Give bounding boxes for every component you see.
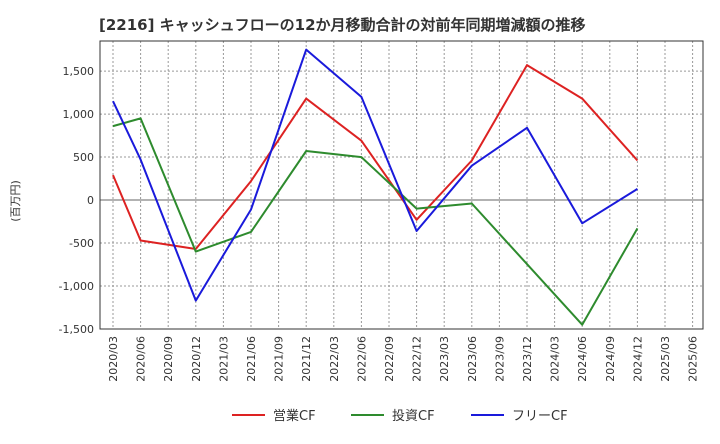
- x-tick-label: 2025/03: [659, 336, 672, 382]
- x-tick-label: 2021/03: [217, 336, 230, 382]
- plot-border: [99, 40, 704, 330]
- series-line: [112, 64, 639, 250]
- x-tick-label: 2022/06: [355, 336, 368, 382]
- y-tick-label: 0: [87, 194, 94, 207]
- chart-title: [2216] キャッシュフローの12か月移動合計の対前年同期増減額の推移: [99, 16, 586, 34]
- x-tick-label: 2024/12: [631, 336, 644, 382]
- legend-label: フリーCF: [512, 409, 568, 424]
- grid: [100, 41, 703, 330]
- x-tick-label: 2023/09: [493, 336, 506, 382]
- x-tick-label: 2023/03: [438, 336, 451, 382]
- y-tick-label: 1,000: [63, 108, 95, 121]
- x-tick-label: 2023/06: [466, 336, 479, 382]
- legend-label: 営業CF: [273, 408, 316, 424]
- plot-area: [100, 41, 703, 329]
- y-axis-label: (百万円): [9, 180, 22, 222]
- x-tick-label: 2024/03: [549, 336, 562, 382]
- x-tick-label: 2023/12: [521, 336, 534, 382]
- x-tick-label: 2020/09: [162, 336, 175, 382]
- x-tick-label: 2022/12: [411, 336, 424, 382]
- x-tick-label: 2020/06: [135, 336, 148, 382]
- x-axis: 2020/03 2020/06 2020/09 2020/12 2021/03 2021/…: [107, 336, 700, 382]
- x-tick-label: 2024/06: [576, 336, 589, 382]
- x-tick-label: 2022/09: [383, 336, 396, 382]
- x-tick-label: 2020/03: [107, 336, 120, 382]
- x-tick-label: 2025/06: [687, 336, 700, 382]
- y-tick-label: 1,500: [63, 65, 95, 78]
- y-tick-label: -1,000: [59, 280, 94, 293]
- y-tick-label: -500: [69, 237, 94, 250]
- y-tick-label: -1,500: [59, 323, 94, 336]
- x-tick-label: 2021/06: [245, 336, 258, 382]
- x-tick-label: 2020/12: [190, 336, 203, 382]
- legend: 営業CF 投資CF フリーCF: [232, 408, 568, 424]
- x-tick-label: 2022/03: [328, 336, 341, 382]
- legend-label: 投資CF: [392, 408, 435, 424]
- y-tick-label: 500: [73, 151, 94, 164]
- series-line: [112, 48, 638, 302]
- x-tick-label: 2024/09: [604, 336, 617, 382]
- x-tick-label: 2021/12: [300, 336, 313, 382]
- x-tick-label: 2021/09: [273, 336, 286, 382]
- series-group: [112, 48, 639, 326]
- series-line: [112, 117, 639, 326]
- y-axis: -1,500 -1,000 -500 0 500 1,000 1,500: [59, 65, 94, 336]
